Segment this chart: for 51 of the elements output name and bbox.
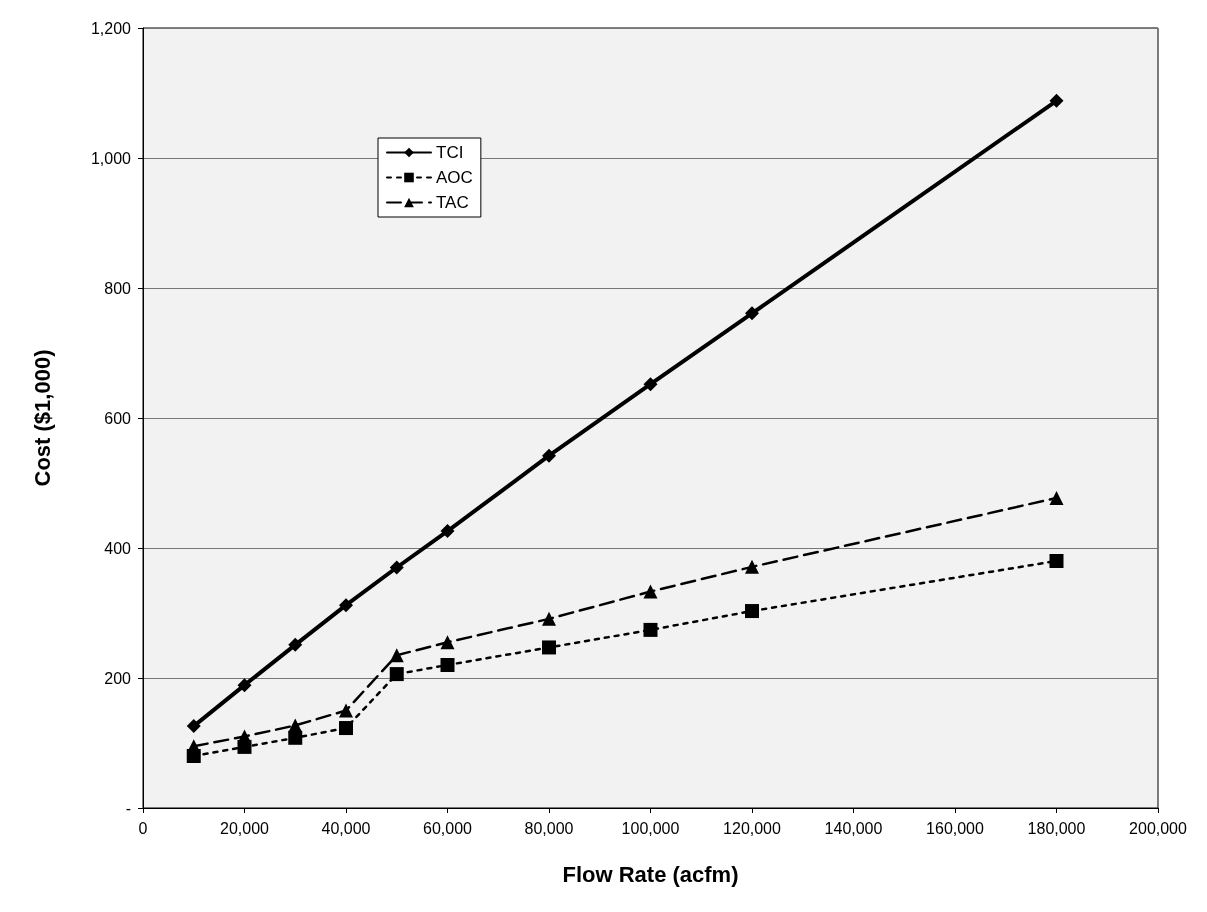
x-tick-label: 20,000 bbox=[220, 819, 270, 837]
point bbox=[1049, 490, 1064, 505]
point bbox=[288, 718, 303, 733]
y-tick-label: 400 bbox=[104, 539, 132, 557]
x-tick-label: 180,000 bbox=[1027, 819, 1086, 837]
y-tick-label: 1,000 bbox=[90, 149, 132, 167]
point bbox=[1049, 554, 1064, 568]
point bbox=[643, 622, 658, 637]
y-tick-label: 1,200 bbox=[90, 19, 132, 37]
point bbox=[643, 584, 658, 599]
point bbox=[339, 703, 353, 718]
point bbox=[389, 560, 404, 575]
y-tick-label: 200 bbox=[104, 669, 132, 687]
y-tick-label: 600 bbox=[104, 409, 132, 427]
y-axis-title: Cost ($1,000) bbox=[29, 349, 55, 487]
legend-label: TAC bbox=[436, 193, 469, 212]
point bbox=[542, 448, 556, 463]
point bbox=[643, 377, 658, 392]
x-tick-label: 40,000 bbox=[321, 819, 371, 837]
point bbox=[186, 719, 201, 734]
x-axis-title: Flow Rate (acfm) bbox=[562, 861, 739, 887]
point bbox=[542, 611, 556, 626]
x-tick-label: 100,000 bbox=[621, 819, 680, 837]
point bbox=[542, 640, 556, 655]
point bbox=[288, 730, 303, 745]
point bbox=[237, 678, 252, 693]
point bbox=[288, 637, 303, 652]
point bbox=[745, 604, 759, 619]
point bbox=[237, 729, 252, 744]
legend-label: AOC bbox=[436, 168, 473, 187]
x-tick-label: 60,000 bbox=[423, 819, 473, 837]
point bbox=[389, 648, 404, 663]
x-tick-label: 120,000 bbox=[723, 819, 782, 837]
legend-label: TCI bbox=[436, 143, 464, 162]
point bbox=[745, 559, 759, 574]
point bbox=[339, 721, 353, 736]
x-tick-label: 140,000 bbox=[824, 819, 883, 837]
point bbox=[745, 306, 759, 321]
point bbox=[440, 635, 455, 650]
point bbox=[186, 739, 201, 754]
x-tick-label: 0 bbox=[138, 819, 148, 837]
x-tick-label: 80,000 bbox=[524, 819, 574, 837]
point bbox=[1049, 93, 1064, 108]
y-tick-label: 800 bbox=[104, 279, 132, 297]
point bbox=[339, 598, 353, 613]
x-tick-label: 200,000 bbox=[1129, 819, 1188, 837]
x-tick-label: 160,000 bbox=[926, 819, 985, 837]
point bbox=[440, 524, 455, 539]
point bbox=[440, 658, 455, 672]
point bbox=[389, 667, 404, 682]
y-tick-label: - bbox=[125, 799, 131, 817]
